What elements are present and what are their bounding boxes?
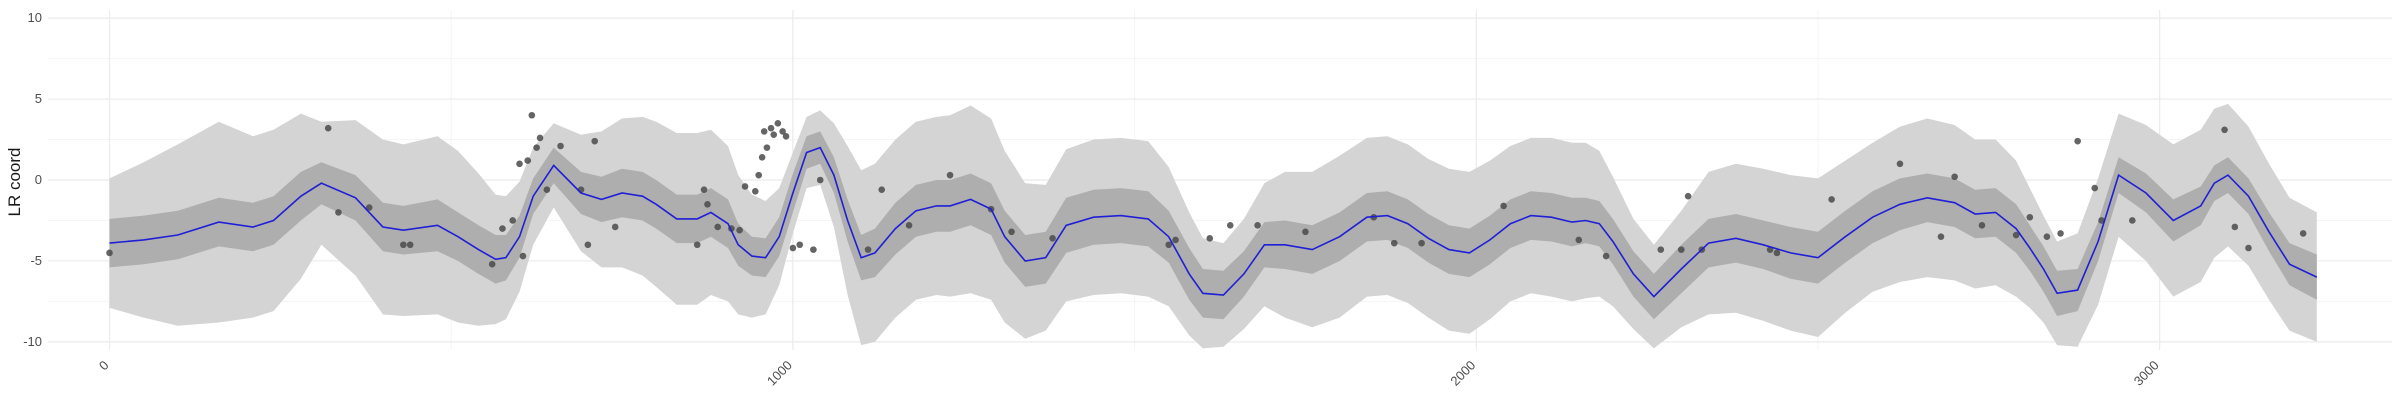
data-point bbox=[106, 249, 113, 257]
data-point bbox=[1049, 234, 1056, 242]
data-point bbox=[335, 209, 342, 216]
data-point bbox=[400, 241, 407, 249]
data-point bbox=[1978, 222, 1986, 229]
data-point bbox=[1206, 234, 1214, 242]
data-point bbox=[1896, 160, 1904, 168]
x-tick-label: 0 bbox=[96, 358, 112, 374]
data-point bbox=[741, 183, 749, 190]
data-point bbox=[2245, 244, 2252, 252]
data-point bbox=[1254, 222, 1261, 229]
data-point bbox=[1575, 236, 1583, 244]
data-point bbox=[2043, 233, 2051, 240]
data-point bbox=[584, 241, 592, 249]
y-tick-label: 10 bbox=[28, 10, 42, 25]
data-point bbox=[905, 222, 913, 229]
data-point bbox=[519, 252, 527, 260]
data-point bbox=[2026, 213, 2034, 221]
data-point bbox=[524, 157, 532, 164]
data-point bbox=[864, 246, 872, 253]
data-point bbox=[516, 160, 523, 168]
data-point bbox=[499, 225, 506, 232]
fitted-line bbox=[109, 146, 2318, 298]
data-point bbox=[1008, 228, 1015, 236]
data-point bbox=[1302, 228, 1309, 236]
data-point bbox=[816, 176, 824, 184]
data-point bbox=[406, 241, 414, 249]
data-point bbox=[2221, 126, 2228, 134]
data-point bbox=[533, 144, 540, 151]
data-point bbox=[543, 186, 551, 194]
data-point bbox=[1165, 241, 1173, 249]
data-point bbox=[528, 111, 536, 119]
data-point bbox=[1657, 246, 1665, 253]
data-point bbox=[755, 171, 763, 179]
y-tick-label: 5 bbox=[35, 91, 42, 106]
data-point bbox=[2074, 137, 2081, 145]
data-point bbox=[1773, 249, 1781, 257]
y-axis-ticks: -10 -5 0 5 10 bbox=[23, 10, 42, 349]
outer-confidence-band bbox=[109, 103, 2317, 349]
data-point bbox=[1500, 202, 1507, 210]
data-point bbox=[2129, 217, 2136, 224]
data-point bbox=[763, 144, 771, 151]
data-point bbox=[1418, 239, 1425, 247]
x-tick-label: 2000 bbox=[1447, 358, 1478, 389]
y-tick-label: -10 bbox=[23, 334, 42, 349]
data-point bbox=[767, 124, 775, 132]
data-point bbox=[1684, 192, 1692, 200]
data-point bbox=[365, 204, 373, 211]
data-point bbox=[774, 120, 782, 127]
data-point bbox=[796, 241, 804, 249]
y-tick-label: -5 bbox=[30, 253, 42, 268]
data-point bbox=[1226, 222, 1234, 229]
data-point bbox=[1677, 246, 1685, 253]
data-point bbox=[509, 217, 516, 224]
data-point bbox=[760, 128, 768, 135]
data-point bbox=[810, 246, 817, 253]
data-point bbox=[488, 260, 496, 268]
data-point bbox=[1602, 252, 1610, 260]
data-point bbox=[1937, 233, 1945, 240]
data-point bbox=[2098, 217, 2105, 224]
data-point bbox=[2091, 184, 2099, 192]
data-point bbox=[758, 154, 766, 161]
data-point bbox=[779, 128, 786, 135]
data-point bbox=[693, 241, 701, 249]
data-point bbox=[2299, 230, 2307, 237]
data-point bbox=[324, 124, 332, 132]
data-point bbox=[736, 226, 743, 234]
data-point bbox=[536, 134, 544, 142]
y-axis-title: LR coord bbox=[5, 148, 24, 217]
data-point bbox=[782, 132, 790, 140]
x-axis-ticks: 0 1000 2000 3000 bbox=[96, 358, 2162, 389]
data-point bbox=[557, 142, 564, 150]
data-point bbox=[1951, 173, 1958, 181]
data-point bbox=[591, 137, 599, 145]
data-point bbox=[770, 131, 778, 138]
observed-points bbox=[106, 111, 2307, 268]
data-point bbox=[789, 244, 797, 252]
x-tick-label: 1000 bbox=[764, 358, 795, 389]
data-point bbox=[878, 186, 886, 194]
data-point bbox=[2012, 231, 2020, 239]
data-point bbox=[700, 186, 708, 194]
data-point bbox=[946, 171, 954, 179]
data-point bbox=[611, 223, 619, 231]
data-point bbox=[704, 200, 711, 208]
data-point bbox=[752, 188, 759, 195]
data-point bbox=[1390, 239, 1398, 247]
data-point bbox=[1828, 196, 1835, 203]
data-point bbox=[714, 223, 722, 231]
x-tick-label: 3000 bbox=[2131, 358, 2162, 389]
y-tick-label: 0 bbox=[35, 172, 42, 187]
data-point bbox=[2057, 230, 2064, 237]
data-point bbox=[2231, 223, 2239, 231]
inner-confidence-band bbox=[109, 131, 2317, 320]
data-point bbox=[1172, 236, 1179, 244]
